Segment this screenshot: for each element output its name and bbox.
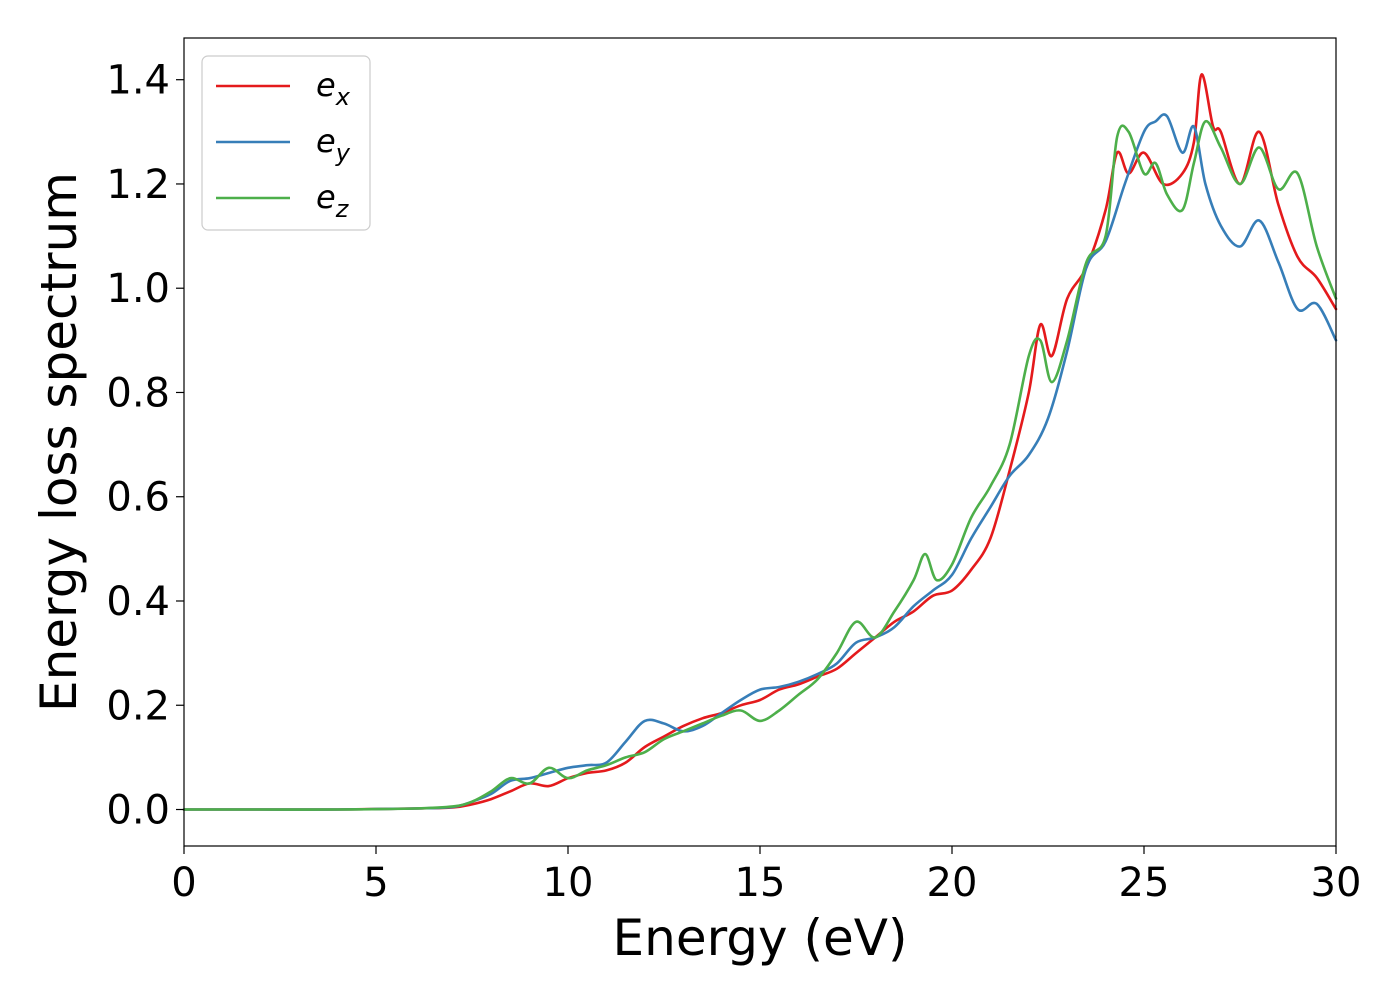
series-line-ex <box>182 73 1338 811</box>
x-tick-label: 25 <box>1119 860 1170 906</box>
series-layer <box>182 73 1338 811</box>
x-tick-label: 10 <box>543 860 594 906</box>
legend-label-ex: ex <box>316 66 351 111</box>
y-tick-label: 0.2 <box>106 683 170 729</box>
x-tick-label: 0 <box>171 860 196 906</box>
y-tick-label: 1.2 <box>106 162 170 208</box>
y-axis: 0.0 0.2 0.4 0.6 0.8 1.0 1.2 1.4 <box>106 58 184 834</box>
x-axis-label: Energy (eV) <box>613 909 908 967</box>
y-tick-label: 1.0 <box>106 266 170 312</box>
y-tick-label: 1.4 <box>106 58 170 104</box>
y-tick-label: 0.0 <box>106 788 170 834</box>
legend: ex ey ez <box>201 55 371 231</box>
y-tick-label: 0.6 <box>106 475 170 521</box>
y-tick-label: 0.8 <box>106 370 170 416</box>
y-axis-label: Energy loss spectrum <box>30 172 88 712</box>
x-tick-label: 30 <box>1311 860 1362 906</box>
x-tick-label: 5 <box>363 860 388 906</box>
series-line-ez <box>182 120 1338 811</box>
x-tick-label: 20 <box>927 860 978 906</box>
x-axis: 0 5 10 15 20 25 30 <box>171 846 1361 906</box>
legend-label-ez: ez <box>316 178 350 223</box>
y-tick-label: 0.4 <box>106 579 170 625</box>
legend-label-ey: ey <box>316 122 351 167</box>
x-tick-label: 15 <box>735 860 786 906</box>
